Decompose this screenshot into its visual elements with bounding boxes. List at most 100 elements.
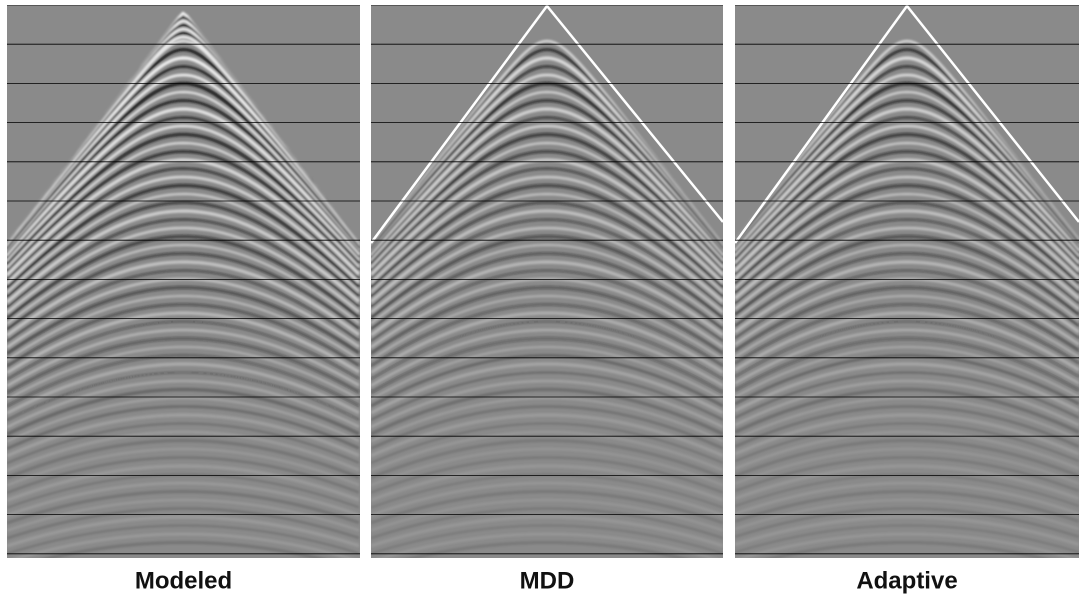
reflection [371,99,723,254]
reflection [7,167,360,280]
reflection [735,158,1079,272]
reflection [371,345,723,401]
reflection [735,209,1079,300]
reflection [735,269,1079,340]
reflection [735,456,1079,493]
reflection [371,498,723,532]
reflection [7,201,360,299]
reflection [371,422,723,465]
reflection [735,430,1079,470]
reflection [371,507,723,540]
reflection [735,107,1079,252]
reflection [7,430,360,472]
reflection [371,158,723,276]
reflection [371,328,723,387]
reflection [735,481,1079,516]
reflection [7,396,360,443]
reflection [735,167,1079,276]
reflection [371,354,723,408]
reflection [371,405,723,450]
reflection [735,422,1079,463]
reflection [735,311,1079,372]
reflection [7,438,360,480]
reflection [735,464,1079,501]
reflection [7,73,360,250]
reflection [735,362,1079,413]
reflection [735,473,1079,508]
reflection [735,294,1079,358]
reflection [735,336,1079,392]
reflection [371,175,723,285]
direct-arrival-line [735,5,1079,244]
reflection [7,192,360,294]
reflection [371,456,723,494]
reflection [735,328,1079,385]
reflection [735,234,1079,316]
reflection [371,201,723,298]
reflection [7,371,360,422]
reflection [371,515,723,548]
reflection [371,167,723,280]
reflection [7,405,360,450]
reflection [371,90,723,252]
reflection [735,438,1079,478]
reflection [371,124,723,262]
reflection [371,362,723,415]
reflection [735,303,1079,365]
reflection [371,438,723,480]
reflection [7,116,360,260]
reflection [735,226,1079,311]
reflection [371,107,723,257]
reflection [371,141,723,269]
reflection [735,201,1079,295]
reflection [371,464,723,502]
reflection [735,320,1079,378]
reflection [735,116,1079,255]
reflection [735,507,1079,539]
reflection [735,175,1079,281]
reflection [7,56,360,248]
reflection [735,124,1079,258]
reflection [42,540,325,558]
reflection [7,515,360,548]
reflection [735,489,1079,524]
reflection [371,218,723,308]
reflection [7,464,360,502]
reflection [735,218,1079,305]
reflection [371,336,723,394]
reflection [7,524,360,555]
reflection [7,311,360,375]
reflection [371,260,723,337]
reflection [371,192,723,293]
reflection [371,132,723,266]
reflection [7,320,360,381]
reflection [7,362,360,415]
reflection [7,99,360,255]
reflection [371,252,723,331]
panel-label: Adaptive [856,567,957,594]
reflection [735,405,1079,448]
reflection [371,473,723,509]
reflection [7,107,360,258]
reflection [371,371,723,421]
wavefield [7,11,360,558]
reflection [7,345,360,401]
reflection [7,481,360,517]
reflection [405,540,689,558]
reflection [371,243,723,325]
reflection [371,234,723,320]
reflection [735,183,1079,285]
panel-label: MDD [520,567,575,594]
reflection [7,150,360,273]
reflection [371,294,723,361]
reflection [7,234,360,320]
reflection [371,209,723,304]
reflection [735,65,1079,243]
reflection [735,498,1079,531]
reflection [735,371,1079,419]
reflection [735,524,1079,554]
reflection [735,192,1079,290]
reflection [735,260,1079,334]
reflection [371,524,723,555]
